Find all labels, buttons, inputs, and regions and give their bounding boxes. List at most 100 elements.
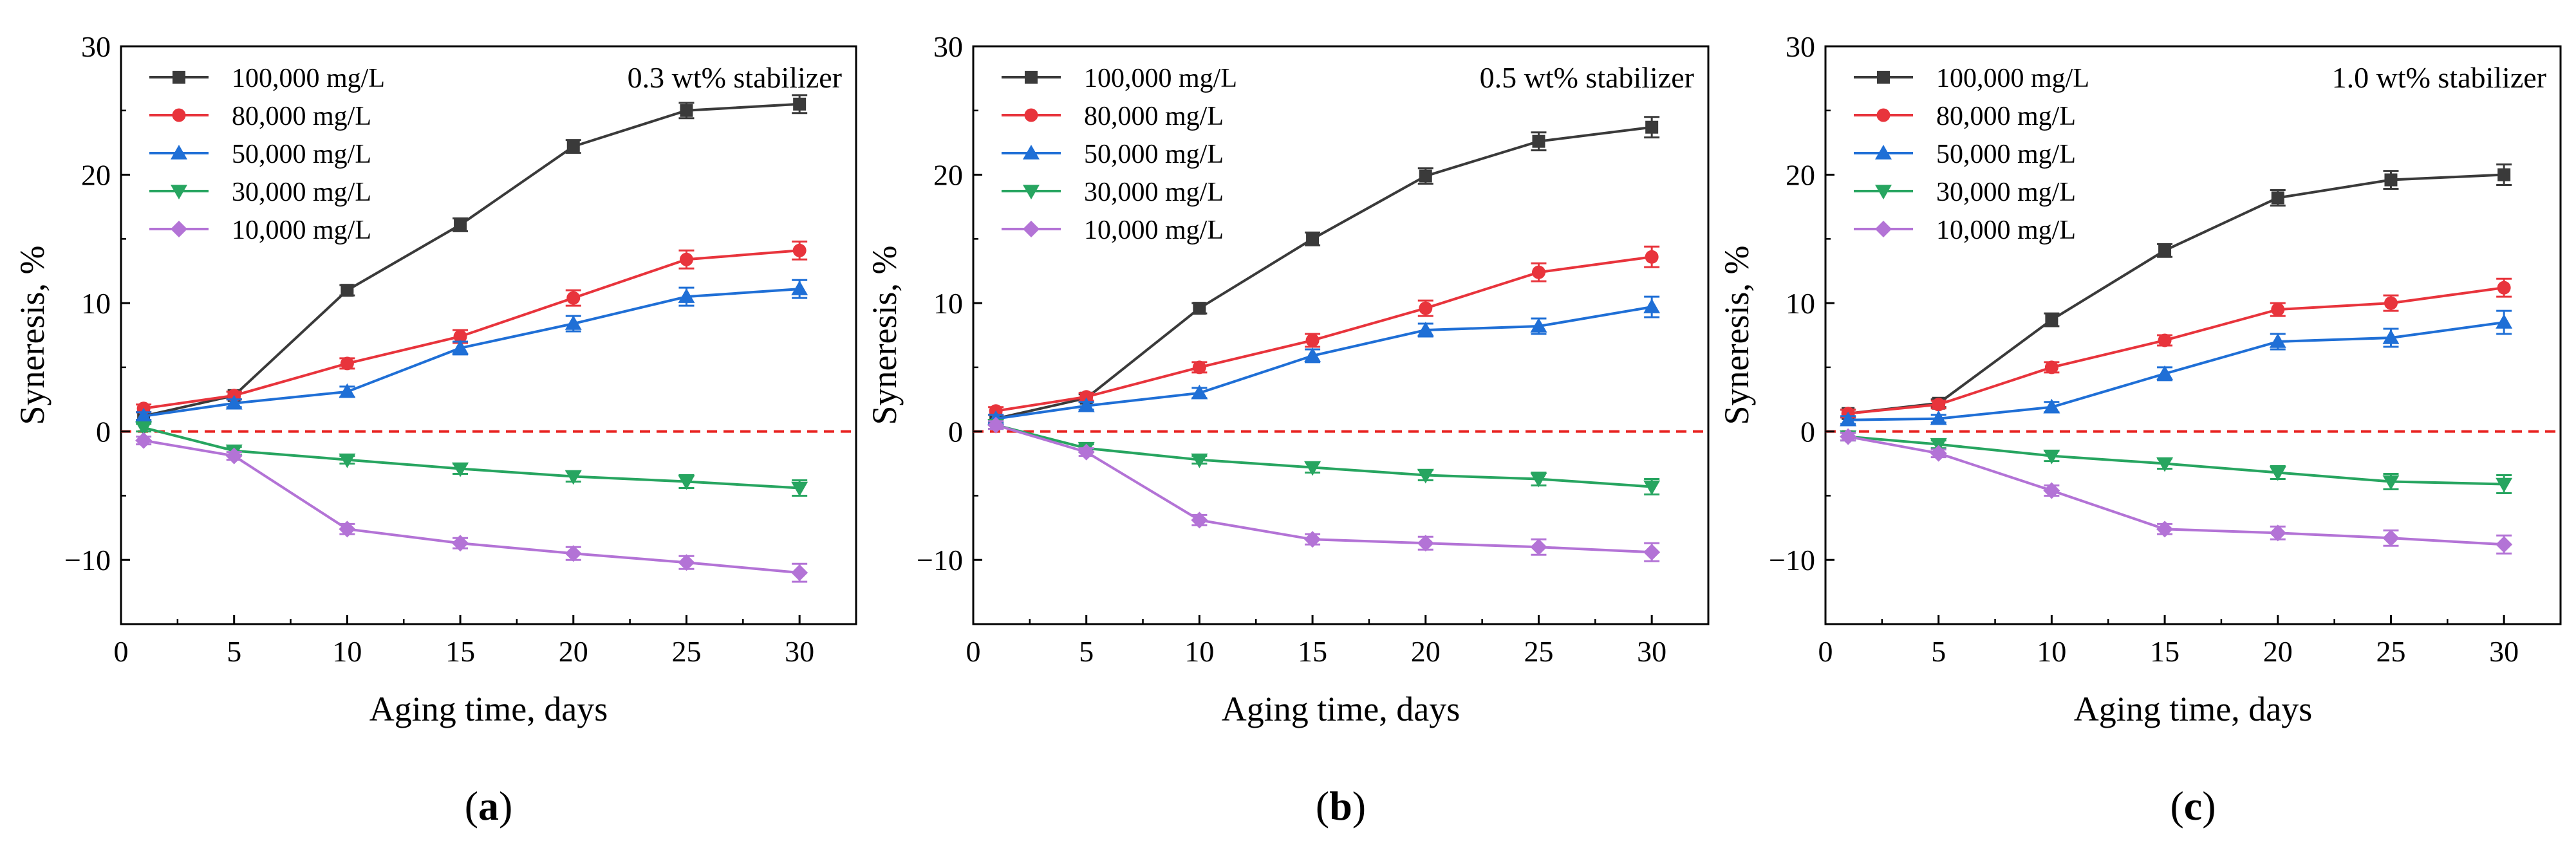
data-point [2496, 536, 2513, 553]
series-line [1847, 173, 2505, 415]
series-line [143, 249, 800, 410]
data-point [225, 394, 243, 410]
panel-label: (a) [465, 783, 513, 829]
legend-marker [1024, 108, 1038, 122]
legend-label: 10,000 mg/L [232, 216, 371, 245]
legend-label: 50,000 mg/L [1084, 140, 1224, 169]
x-axis-title: Aging time, days [369, 690, 608, 728]
legend-marker [173, 71, 185, 84]
data-point [1078, 397, 1095, 412]
plot-frame [1824, 45, 2562, 625]
data-point [339, 383, 356, 398]
series-10-000-mg-l [1840, 428, 2513, 555]
data-point [2382, 530, 2400, 547]
legend-label: 10,000 mg/L [1084, 216, 1224, 245]
plot-frame [120, 45, 857, 625]
legend-label: 100,000 mg/L [1084, 64, 1237, 93]
x-tick-label: 30 [2489, 635, 2519, 668]
data-point [1643, 544, 1661, 561]
legend-label: 30,000 mg/L [1936, 178, 2076, 207]
x-tick-label: 20 [1411, 635, 1441, 668]
data-point [1930, 410, 1947, 425]
data-point [1417, 468, 1434, 484]
data-point [2269, 466, 2286, 481]
y-tick-label: −10 [1769, 544, 1815, 576]
data-point [2497, 168, 2511, 181]
data-point [1530, 472, 1547, 488]
y-tick-label: −10 [917, 544, 963, 576]
data-point [452, 535, 469, 552]
series-80-000-mg-l [988, 245, 1660, 418]
data-point [1643, 299, 1661, 313]
data-point [791, 281, 808, 295]
x-tick-label: 25 [671, 635, 701, 668]
data-point [1532, 134, 1545, 148]
x-tick-label: 10 [332, 635, 362, 668]
stabilizer-annotation: 0.5 wt% stabilizer [1480, 61, 1694, 94]
x-tick-label: 5 [1079, 635, 1094, 668]
y-tick-label: 30 [81, 30, 111, 63]
data-point [1530, 318, 1547, 333]
x-tick-label: 0 [114, 635, 129, 668]
y-tick-label: 30 [933, 30, 963, 63]
data-point [791, 564, 808, 582]
data-point [1079, 390, 1094, 404]
legend-label: 30,000 mg/L [1084, 178, 1224, 207]
data-point [2043, 449, 2060, 465]
data-point [2496, 477, 2513, 493]
data-point [1643, 480, 1661, 495]
data-point [1531, 265, 1545, 279]
data-point [2384, 173, 2398, 187]
x-tick-label: 5 [1931, 635, 1946, 668]
legend-label: 100,000 mg/L [232, 64, 385, 93]
y-tick-label: 0 [96, 416, 111, 448]
chart-panel-c: 0 5 10 15 20 25 30 −10 0 10 20 30 Aging time, days Sy… [1717, 30, 2562, 829]
data-point [2156, 365, 2174, 380]
x-tick-label: 15 [1298, 635, 1327, 668]
x-tick-label: 15 [2150, 635, 2179, 668]
data-point [2496, 314, 2513, 329]
data-point [2271, 302, 2285, 317]
data-point [791, 481, 808, 497]
data-point [680, 104, 693, 117]
data-point [2497, 281, 2511, 295]
y-tick-label: 30 [1786, 30, 1815, 63]
data-point [135, 421, 153, 436]
legend-marker [1025, 71, 1038, 84]
x-tick-label: 10 [2037, 635, 2066, 668]
series-line [1847, 435, 2505, 486]
legend-label: 10,000 mg/L [1936, 216, 2076, 245]
series-80-000-mg-l [136, 240, 808, 416]
data-point [339, 453, 356, 468]
data-point [2384, 296, 2398, 310]
data-point [1840, 428, 1857, 445]
legend-label: 50,000 mg/L [232, 140, 371, 169]
legend-marker [1875, 185, 1892, 199]
legend-marker [1876, 108, 1890, 122]
series-50-000-mg-l [1840, 309, 2513, 427]
stabilizer-annotation: 0.3 wt% stabilizer [628, 61, 842, 94]
data-point [793, 97, 807, 111]
data-point [2158, 244, 2172, 257]
data-point [454, 218, 467, 232]
data-point [1419, 169, 1432, 183]
y-axis-title: Syneresis, % [1717, 246, 1756, 425]
y-tick-label: 0 [1800, 416, 1815, 448]
data-point [2269, 524, 2286, 542]
x-tick-label: 25 [1524, 635, 1553, 668]
y-tick-label: 10 [81, 287, 111, 320]
legend-marker [1023, 145, 1040, 160]
chart-panel-a: 0 5 10 15 20 25 30 −10 0 10 20 30 Aging time, days Sy… [13, 30, 857, 829]
data-point [452, 462, 469, 477]
data-point [678, 288, 695, 303]
data-point [225, 447, 243, 465]
series-10-000-mg-l [987, 416, 1661, 562]
data-point [452, 339, 469, 355]
series-80-000-mg-l [1840, 277, 2512, 421]
y-tick-label: −10 [64, 544, 111, 576]
legend-marker [171, 221, 187, 237]
data-point [2043, 482, 2060, 499]
y-tick-label: 10 [933, 287, 963, 320]
series-line [143, 288, 800, 418]
